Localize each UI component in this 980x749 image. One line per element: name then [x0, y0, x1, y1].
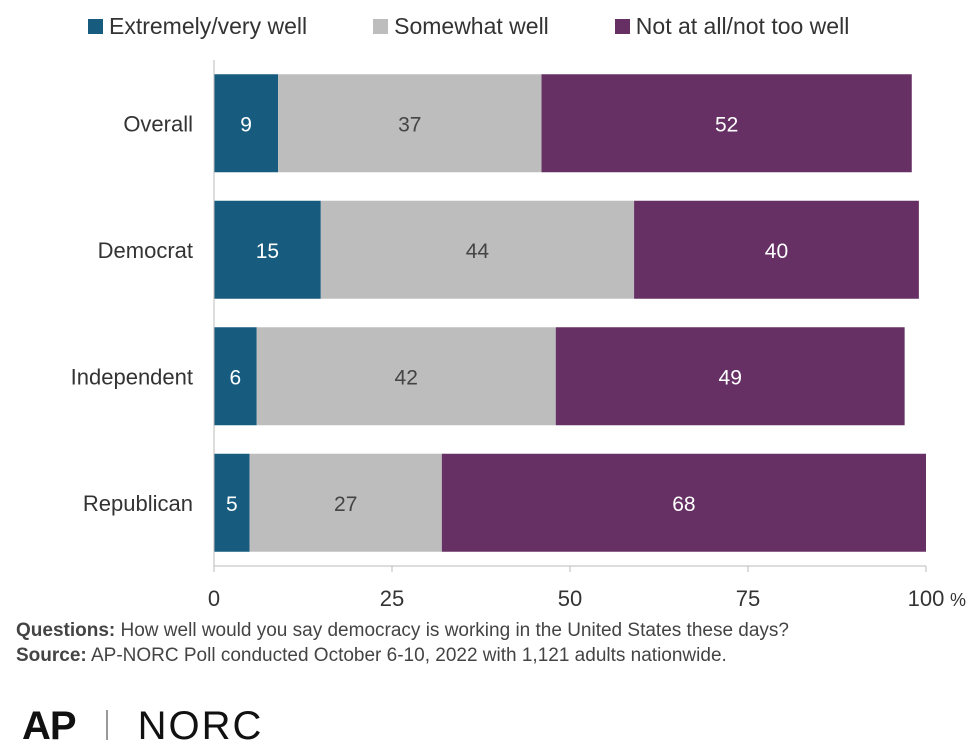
- questions-text: How well would you say democracy is work…: [120, 620, 790, 641]
- bar-segment: [256, 327, 556, 426]
- data-label: 6: [230, 366, 242, 389]
- legend-item-somewhat-well: Somewhat well: [373, 13, 549, 40]
- questions-line: Questions: How well would you say democr…: [16, 618, 789, 643]
- bar-segment: [214, 200, 321, 299]
- stacked-bar-chart: Overall 9 37 52 Democrat 15 44 40 Independent 6 42…: [71, 60, 966, 611]
- data-label: 27: [334, 493, 357, 516]
- x-tick-label: 100: [908, 586, 945, 611]
- source-label: Source:: [16, 645, 87, 666]
- data-label: 40: [765, 240, 788, 263]
- x-tick-label: 0: [208, 586, 220, 611]
- legend-swatch: [373, 19, 389, 34]
- bar-segment: [214, 453, 250, 552]
- bar-segment: [555, 327, 905, 426]
- bar-segment: [441, 453, 926, 552]
- logo-divider: [105, 710, 108, 740]
- bar-segment: [541, 74, 912, 173]
- legend-item-not-well: Not at all/not too well: [614, 13, 850, 40]
- category-label: Independent: [71, 364, 193, 389]
- data-label: 9: [240, 113, 252, 136]
- x-tick-label: 75: [736, 586, 760, 611]
- source-text: AP-NORC Poll conducted October 6-10, 202…: [90, 645, 727, 666]
- x-tick-label: 25: [380, 586, 404, 611]
- questions-label: Questions:: [16, 620, 116, 641]
- bar-segment: [214, 327, 257, 426]
- bar-segment: [249, 453, 442, 552]
- bar-segment: [320, 200, 635, 299]
- chart-footer: Questions: How well would you say democr…: [16, 618, 789, 668]
- data-label: 68: [672, 493, 695, 516]
- data-label: 49: [719, 366, 742, 389]
- legend-label: Extremely/very well: [109, 13, 308, 39]
- publisher-logos: AP NORC: [22, 704, 263, 749]
- bar-segment: [634, 200, 919, 299]
- bar-segment: [214, 74, 279, 173]
- category-label: Democrat: [98, 238, 193, 263]
- bar-segment: [278, 74, 542, 173]
- data-label: 15: [256, 240, 279, 263]
- data-label: 44: [466, 240, 490, 263]
- source-line: Source: AP-NORC Poll conducted October 6…: [16, 643, 789, 668]
- legend-item-extremely-very-well: Extremely/very well: [88, 13, 307, 40]
- norc-logo: NORC: [137, 704, 264, 748]
- legend-label: Somewhat well: [394, 13, 549, 39]
- data-label: 52: [715, 113, 738, 136]
- category-label: Republican: [83, 491, 193, 516]
- legend-label: Not at all/not too well: [635, 13, 850, 39]
- data-label: 37: [398, 113, 421, 136]
- ap-logo: AP: [22, 704, 77, 748]
- legend-swatch: [88, 19, 103, 34]
- x-tick-label: 50: [558, 586, 582, 611]
- legend-swatch: [614, 19, 630, 34]
- data-label: 5: [226, 493, 238, 516]
- category-label: Overall: [123, 111, 193, 136]
- data-label: 42: [395, 366, 418, 389]
- chart-legend: Extremely/very well Somewhat well Not at…: [88, 13, 849, 40]
- x-unit-label: %: [950, 590, 966, 610]
